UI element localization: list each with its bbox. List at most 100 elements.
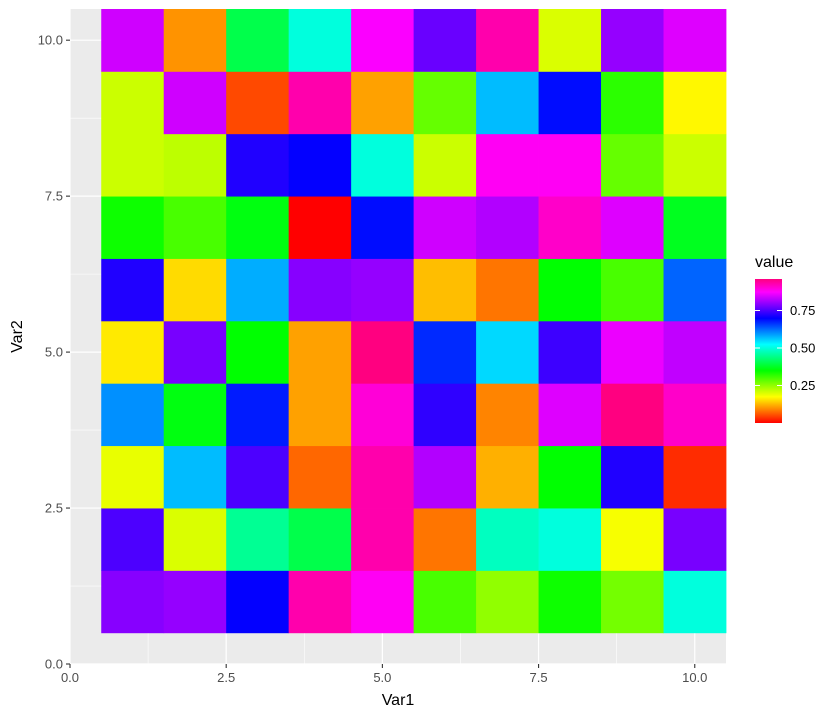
heatmap-tile (351, 196, 415, 259)
heatmap-tile (538, 9, 602, 72)
x-tick-label: 7.5 (530, 670, 548, 685)
heatmap-tile (163, 9, 227, 72)
heatmap-tile (413, 196, 477, 259)
heatmap-tile (163, 383, 227, 447)
heatmap-tile (413, 320, 477, 384)
heatmap-tile (163, 508, 227, 571)
x-tick-label: 10.0 (682, 670, 707, 685)
legend: value 0.25 0.50 0.75 (755, 254, 815, 423)
legend-colorbar (755, 279, 782, 423)
heatmap-tile (476, 570, 539, 634)
heatmap-tile (288, 196, 352, 259)
y-tick-label: 5.0 (45, 345, 63, 360)
heatmap-tile (351, 445, 415, 509)
heatmap-tile (351, 258, 415, 322)
heatmap-tile (226, 258, 290, 322)
heatmap-tile (663, 133, 727, 197)
heatmap-tile (288, 71, 352, 135)
heatmap-tile (476, 508, 539, 571)
heatmap-tile (476, 196, 539, 259)
x-tick-label: 5.0 (373, 670, 391, 685)
heatmap-tile (351, 508, 415, 571)
heatmap-tile (101, 445, 165, 509)
heatmap-tile (288, 320, 352, 384)
heatmap-tile (476, 258, 539, 322)
heatmap-tile (163, 196, 227, 259)
y-tick-label: 0.0 (45, 657, 63, 672)
heatmap-tile (226, 570, 290, 634)
legend-label: 0.75 (790, 303, 815, 318)
heatmap-tile (226, 445, 290, 509)
heatmap-tile (351, 9, 415, 72)
heatmap-tile (288, 383, 352, 447)
heatmap-tile (101, 320, 165, 384)
heatmap-tile (288, 508, 352, 571)
heatmap-tile (601, 383, 664, 447)
heatmap-tile (538, 383, 602, 447)
heatmap-tile (476, 9, 539, 72)
heatmap-tile (476, 71, 539, 135)
heatmap-tile (476, 320, 539, 384)
heatmap-tile (538, 258, 602, 322)
heatmap-tile (226, 133, 290, 197)
heatmap-tile (413, 570, 477, 634)
heatmap-tile (476, 445, 539, 509)
heatmap-tile (413, 71, 477, 135)
heatmap-tile (538, 508, 602, 571)
heatmap-tile (601, 258, 664, 322)
heatmap-tile (288, 445, 352, 509)
heatmap-tile (601, 71, 664, 135)
heatmap-tile (163, 320, 227, 384)
heatmap-tile (288, 258, 352, 322)
heatmap-tile (413, 445, 477, 509)
y-axis: 0.0 2.5 5.0 7.5 10.0 (38, 33, 70, 672)
heatmap-tile (288, 133, 352, 197)
heatmap-tile (226, 508, 290, 571)
x-tick-label: 0.0 (61, 670, 79, 685)
heatmap-tile (413, 9, 477, 72)
legend-label: 0.25 (790, 378, 815, 393)
heatmap-tile (538, 196, 602, 259)
heatmap-tile (413, 508, 477, 571)
heatmap-tile (226, 196, 290, 259)
heatmap-tile (601, 196, 664, 259)
heatmap-tile (288, 9, 352, 72)
heatmap-tile (351, 383, 415, 447)
heatmap-tile (351, 133, 415, 197)
heatmap-tile (538, 71, 602, 135)
x-axis-title: Var1 (382, 692, 415, 709)
x-axis: 0.0 2.5 5.0 7.5 10.0 (61, 664, 707, 685)
heatmap-tile (601, 320, 664, 384)
heatmap-tile (538, 570, 602, 634)
legend-label: 0.50 (790, 341, 815, 356)
heatmap-tile (601, 445, 664, 509)
y-tick-label: 7.5 (45, 189, 63, 204)
heatmap-tile (663, 383, 727, 447)
heatmap-tile (101, 9, 165, 72)
heatmap-tile (163, 570, 227, 634)
heatmap-tile (538, 445, 602, 509)
heatmap-tile (351, 71, 415, 135)
heatmap-tile (601, 570, 664, 634)
heatmap-tile (351, 570, 415, 634)
heatmap-tile (101, 508, 165, 571)
y-tick-label: 2.5 (45, 501, 63, 516)
heatmap-tile (226, 383, 290, 447)
y-axis-title: Var2 (9, 320, 26, 353)
heatmap-tile (226, 320, 290, 384)
heatmap-tile (663, 258, 727, 322)
y-tick-label: 10.0 (38, 33, 63, 48)
legend-ticks: 0.25 0.50 0.75 (755, 303, 815, 393)
heatmap-tile (101, 133, 165, 197)
heatmap-tile (663, 570, 727, 634)
heatmap-tile (538, 320, 602, 384)
heatmap-tile (476, 383, 539, 447)
heatmap-tile (663, 9, 727, 72)
heatmap-tile (288, 570, 352, 634)
heatmap-tile (476, 133, 539, 197)
x-tick-label: 2.5 (217, 670, 235, 685)
heatmap-tile (413, 258, 477, 322)
heatmap-tile (101, 570, 165, 634)
heatmap-tile (101, 71, 165, 135)
